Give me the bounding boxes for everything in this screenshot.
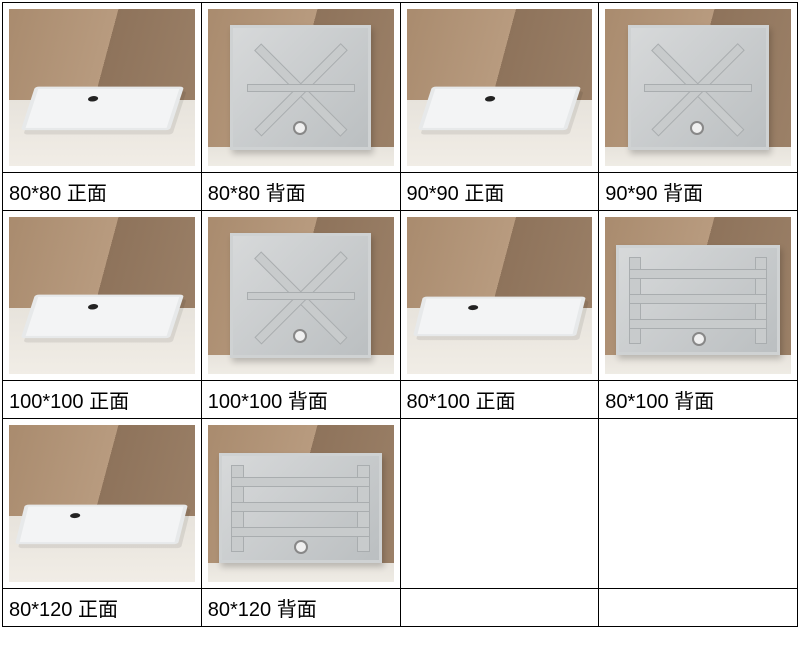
label-text: 80*100 背面 (605, 385, 714, 414)
product-photo (9, 425, 195, 582)
tray-back (230, 233, 371, 359)
tray-back (628, 25, 769, 151)
cell-img-2-3-empty (599, 419, 798, 589)
tray-back (230, 25, 371, 151)
cell-img-1-0 (3, 211, 202, 381)
label-text: 80*120 正面 (9, 593, 118, 622)
label-text: 90*90 正面 (407, 177, 505, 206)
tray-back (219, 453, 382, 563)
product-photo (407, 9, 593, 166)
cell-img-0-2 (401, 3, 600, 173)
product-photo (208, 425, 394, 582)
tray-front (21, 86, 184, 129)
tray-back (616, 245, 779, 355)
label-text: 80*120 背面 (208, 593, 317, 622)
tray-front (413, 296, 586, 335)
cell-img-0-3 (599, 3, 798, 173)
cell-label-0-0: 80*80 正面 (3, 173, 202, 211)
cell-label-2-1: 80*120 背面 (202, 589, 401, 627)
product-table: 80*80 正面 80*80 背面 90*90 正面 90*90 背面 (2, 2, 798, 627)
cell-img-2-1 (202, 419, 401, 589)
cell-img-1-3 (599, 211, 798, 381)
cell-img-2-2-empty (401, 419, 600, 589)
cell-label-0-1: 80*80 背面 (202, 173, 401, 211)
tray-front (15, 504, 188, 543)
cell-label-1-0: 100*100 正面 (3, 381, 202, 419)
cell-label-2-0: 80*120 正面 (3, 589, 202, 627)
product-photo (9, 217, 195, 374)
cell-img-0-0 (3, 3, 202, 173)
tray-front (21, 294, 184, 337)
cell-label-2-2-empty (401, 589, 600, 627)
label-text: 90*90 背面 (605, 177, 703, 206)
label-text: 100*100 背面 (208, 385, 328, 414)
cell-label-1-3: 80*100 背面 (599, 381, 798, 419)
product-photo (208, 217, 394, 374)
product-photo (605, 9, 791, 166)
cell-label-1-1: 100*100 背面 (202, 381, 401, 419)
cell-label-2-3-empty (599, 589, 798, 627)
cell-label-0-2: 90*90 正面 (401, 173, 600, 211)
cell-img-0-1 (202, 3, 401, 173)
product-photo (407, 217, 593, 374)
tray-front (418, 86, 581, 129)
label-text: 100*100 正面 (9, 385, 129, 414)
product-photo (9, 9, 195, 166)
label-text: 80*80 正面 (9, 177, 107, 206)
cell-img-1-1 (202, 211, 401, 381)
label-text: 80*80 背面 (208, 177, 306, 206)
cell-label-0-3: 90*90 背面 (599, 173, 798, 211)
cell-label-1-2: 80*100 正面 (401, 381, 600, 419)
label-text: 80*100 正面 (407, 385, 516, 414)
cell-img-1-2 (401, 211, 600, 381)
cell-img-2-0 (3, 419, 202, 589)
product-photo (208, 9, 394, 166)
product-photo (605, 217, 791, 374)
